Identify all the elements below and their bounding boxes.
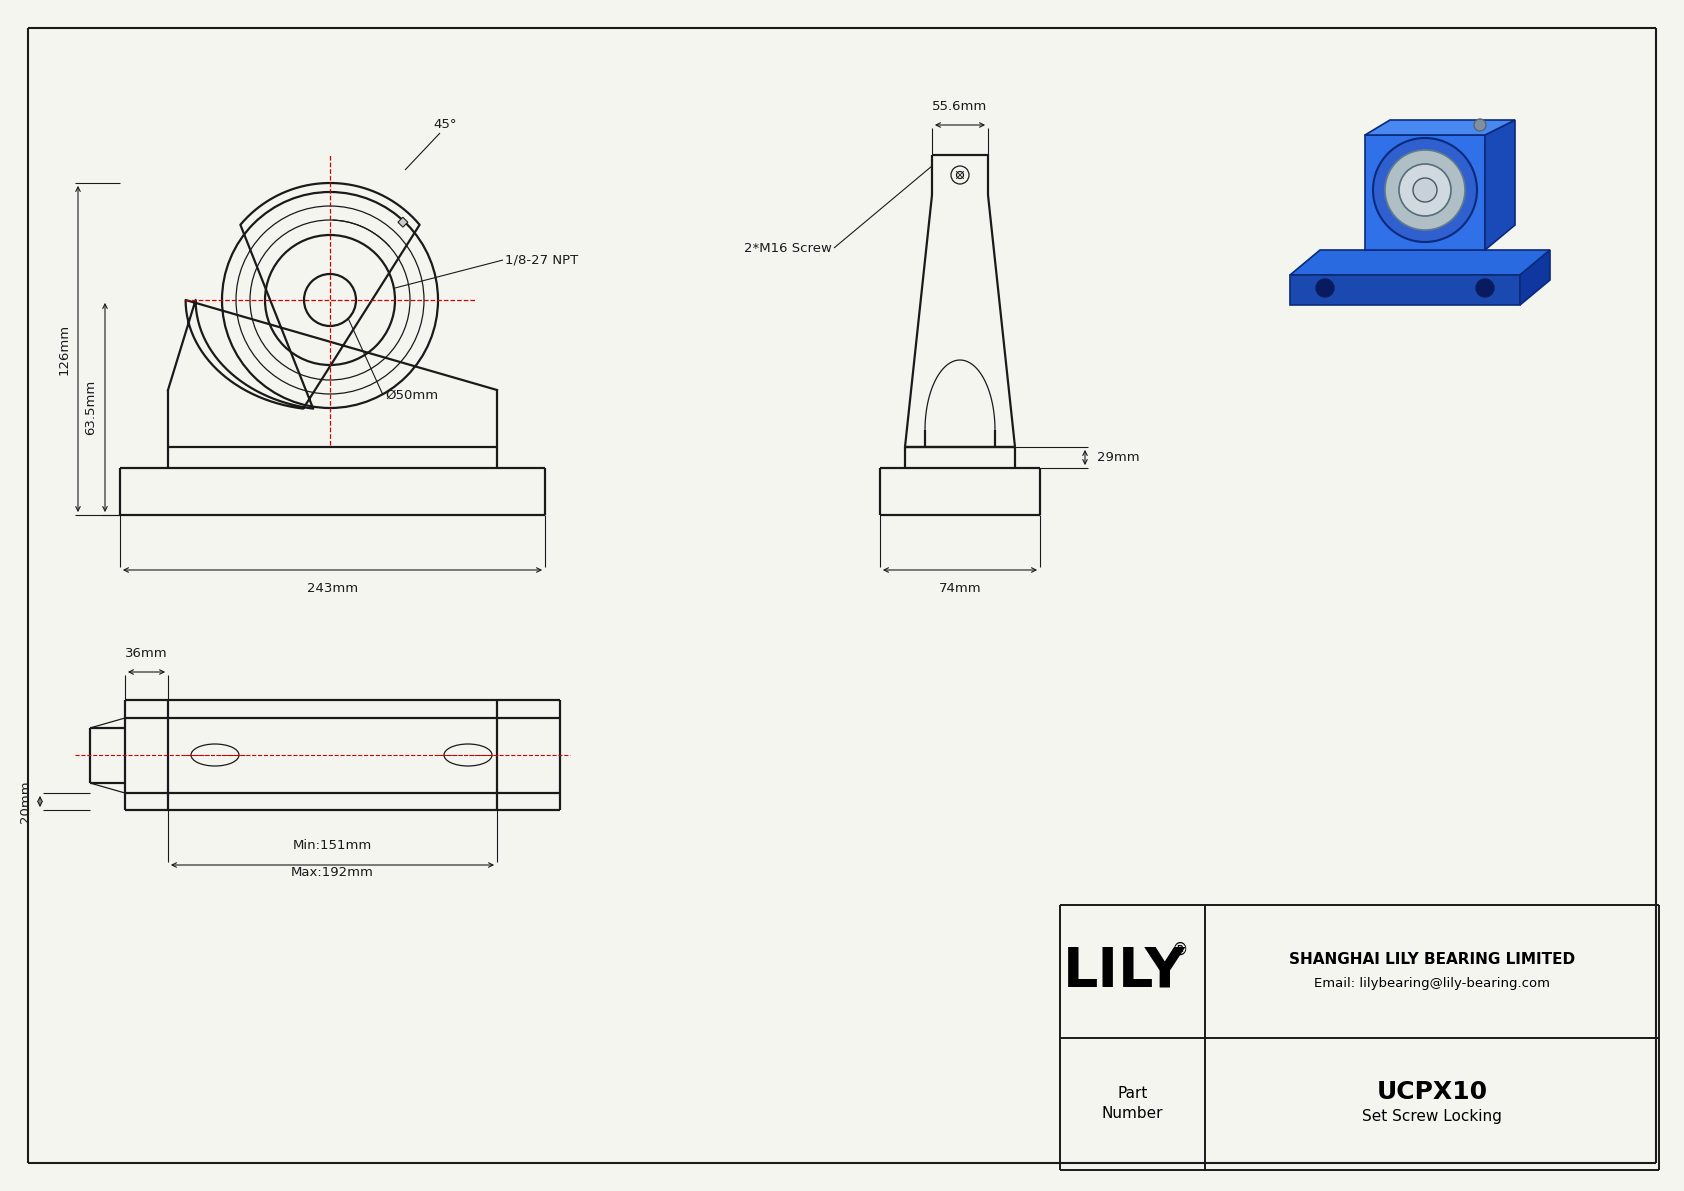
Text: Set Screw Locking: Set Screw Locking	[1362, 1109, 1502, 1124]
Circle shape	[1413, 177, 1436, 202]
Text: 1/8-27 NPT: 1/8-27 NPT	[505, 254, 578, 267]
Text: 63.5mm: 63.5mm	[84, 380, 98, 435]
Text: UCPX10: UCPX10	[1376, 1080, 1487, 1104]
Polygon shape	[1521, 250, 1549, 305]
Polygon shape	[1485, 120, 1516, 250]
Circle shape	[1399, 164, 1452, 216]
Polygon shape	[1366, 135, 1485, 250]
Text: 2*M16 Screw: 2*M16 Screw	[744, 242, 832, 255]
Polygon shape	[1366, 120, 1516, 135]
Text: 29mm: 29mm	[1096, 451, 1140, 464]
Text: 55.6mm: 55.6mm	[933, 100, 987, 113]
Circle shape	[1315, 279, 1334, 297]
Text: 74mm: 74mm	[938, 582, 982, 596]
Bar	[397, 217, 408, 227]
Polygon shape	[1290, 275, 1521, 305]
Text: 126mm: 126mm	[57, 324, 71, 374]
Text: 243mm: 243mm	[306, 582, 359, 596]
Text: Part: Part	[1116, 1086, 1148, 1102]
Circle shape	[1384, 150, 1465, 230]
Circle shape	[1474, 119, 1485, 131]
Text: 45°: 45°	[433, 118, 456, 131]
Text: Number: Number	[1101, 1106, 1164, 1121]
Text: ®: ®	[1172, 940, 1187, 959]
Circle shape	[1475, 279, 1494, 297]
Polygon shape	[1290, 250, 1549, 275]
Text: Min:151mm: Min:151mm	[293, 838, 372, 852]
Text: 20mm: 20mm	[20, 780, 32, 823]
Text: Max:192mm: Max:192mm	[291, 866, 374, 879]
Circle shape	[1372, 138, 1477, 242]
Text: LILY: LILY	[1063, 944, 1186, 998]
Text: Ø50mm: Ø50mm	[386, 388, 438, 401]
Text: Email: lilybearing@lily-bearing.com: Email: lilybearing@lily-bearing.com	[1314, 977, 1549, 990]
Text: 36mm: 36mm	[125, 647, 168, 660]
Text: SHANGHAI LILY BEARING LIMITED: SHANGHAI LILY BEARING LIMITED	[1288, 952, 1575, 967]
